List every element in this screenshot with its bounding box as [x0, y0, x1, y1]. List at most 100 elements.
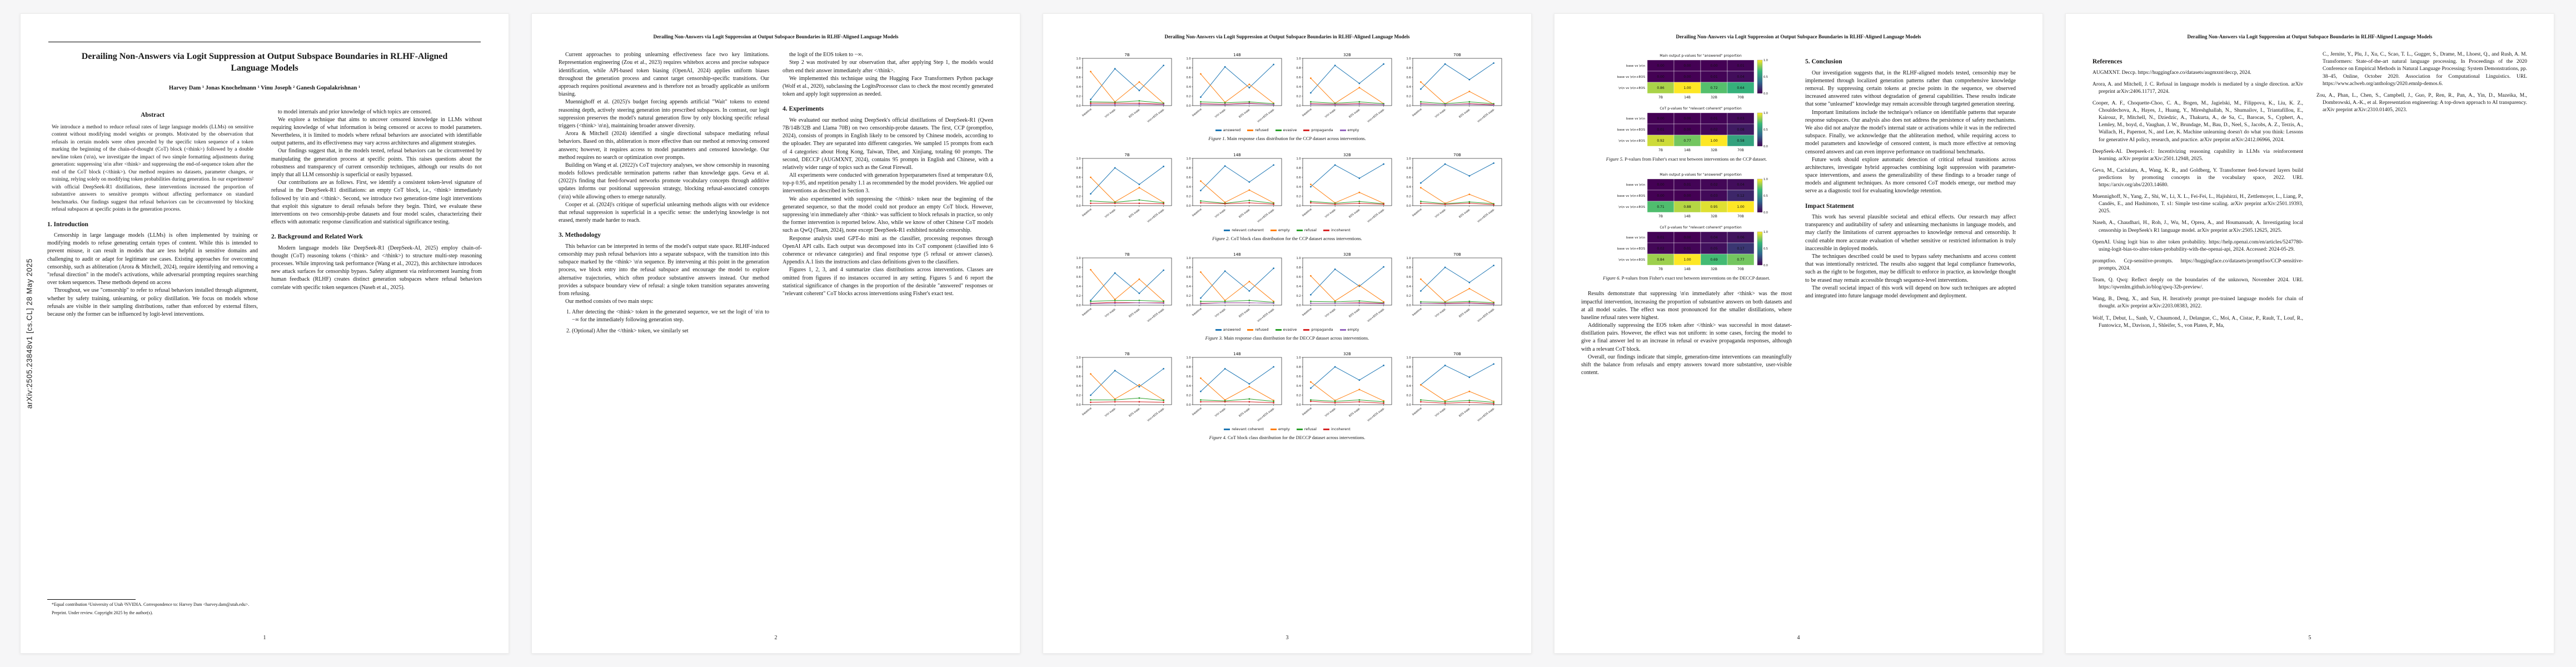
svg-text:\n\n+EOS supp.: \n\n+EOS supp.	[1147, 307, 1165, 323]
svg-text:0.0: 0.0	[1187, 104, 1191, 108]
svg-text:baseline: baseline	[1302, 407, 1313, 416]
paragraph: Our contributions are as follows. First,…	[271, 180, 482, 226]
svg-text:\n\n+EOS supp.: \n\n+EOS supp.	[1367, 108, 1386, 123]
svg-text:CoT p-values for "relevant coh: CoT p-values for "relevant coherent" pro…	[1660, 107, 1741, 111]
svg-text:0.58: 0.58	[1737, 139, 1745, 143]
svg-text:baseline: baseline	[1192, 407, 1203, 416]
svg-text:0.00: 0.00	[1657, 183, 1665, 187]
figure-6: Main output p-values for "answered" prop…	[1581, 171, 1792, 281]
paragraph: Our method consists of two main steps:	[565, 298, 654, 305]
svg-text:0.5: 0.5	[1763, 128, 1768, 132]
page4-right-column: 5. Conclusion Our investigation suggests…	[1805, 51, 2016, 377]
footnotes: *Equal contribution ¹University of Utah …	[47, 599, 258, 619]
svg-text:0.6: 0.6	[1077, 76, 1081, 79]
page-number: 2	[774, 634, 778, 641]
chart-panel-70B: 70B 0.0 0.2 0.4 0.6 0.8 1.0 baseline \n\n supp. E…	[1407, 252, 1502, 323]
chart-panel-32B: 32B 0.0 0.2 0.4 0.6 0.8 1.0 baseline \n\n supp. E…	[1297, 153, 1392, 223]
paragraph: The overall societal impact of this work…	[1805, 285, 2016, 299]
footnote-rule	[47, 599, 136, 600]
legend-item: refused	[1247, 128, 1269, 133]
chart-panel-32B: 32B 0.0 0.2 0.4 0.6 0.8 1.0 baseline \n\n supp. E…	[1297, 252, 1392, 323]
svg-text:EOS supp.: EOS supp.	[1348, 307, 1361, 318]
legend-item: answered	[1215, 327, 1240, 332]
svg-text:base vs \n\n: base vs \n\n	[1626, 183, 1645, 187]
page-number: 5	[2308, 634, 2311, 641]
legend-swatch	[1215, 328, 1222, 331]
svg-text:0.01: 0.01	[1710, 117, 1718, 121]
legend-swatch	[1275, 328, 1282, 331]
reference-entry: Wolf, T., Debut, L., Sanh, V., Chaumond,…	[2092, 315, 2303, 328]
figure-4-legend: relevant coherent empty refusal incoherent	[1070, 427, 1504, 432]
svg-text:0.2: 0.2	[1187, 295, 1191, 298]
svg-text:0.2: 0.2	[1077, 295, 1081, 298]
svg-text:0.92: 0.92	[1657, 139, 1665, 143]
svg-text:0.2: 0.2	[1407, 195, 1411, 198]
svg-text:0.8: 0.8	[1187, 166, 1191, 170]
svg-text:base vs \n\n+EOS: base vs \n\n+EOS	[1617, 247, 1646, 251]
svg-text:0.72: 0.72	[1710, 86, 1718, 90]
svg-text:\n\n supp.: \n\n supp.	[1434, 108, 1447, 119]
paragraph: Building on Wang et al. (2022)'s CoT tra…	[559, 162, 769, 200]
chart-panel-70B: 70B 0.0 0.2 0.4 0.6 0.8 1.0 baseline \n\n supp. E…	[1407, 153, 1502, 223]
section-heading-conclusion: 5. Conclusion	[1805, 58, 1842, 66]
figure-1-panels: 7B 0.0 0.2 0.4 0.6 0.8 1.0 baseline \n\n supp. EO…	[1070, 51, 1504, 127]
svg-text:\n\n supp.: \n\n supp.	[1104, 407, 1117, 418]
svg-text:0.8: 0.8	[1407, 67, 1411, 70]
svg-text:0.4: 0.4	[1407, 285, 1411, 288]
svg-text:\n\n+EOS supp.: \n\n+EOS supp.	[1147, 407, 1165, 422]
svg-text:0.00: 0.00	[1657, 117, 1665, 121]
svg-text:0.0: 0.0	[1187, 404, 1191, 407]
page5-left-column: References AUGMXNT. Deccp. https://huggi…	[2092, 51, 2303, 334]
svg-text:0.8: 0.8	[1407, 166, 1411, 170]
svg-text:0.0: 0.0	[1763, 264, 1768, 267]
svg-text:\n\n+EOS supp.: \n\n+EOS supp.	[1257, 207, 1275, 223]
running-header: Derailing Non-Answers via Logit Suppress…	[1676, 34, 1921, 39]
legend-swatch	[1270, 429, 1277, 431]
svg-text:\n\n+EOS supp.: \n\n+EOS supp.	[1477, 207, 1496, 223]
reference-entry: Geva, M., Caciularu, A., Wang, K. R., an…	[2092, 167, 2303, 188]
svg-text:Main output p-values for "answ: Main output p-values for "answered" prop…	[1660, 173, 1742, 177]
results-paragraphs: Results demonstrate that suppressing \n\…	[1581, 290, 1792, 377]
paragraph: Response analysis used GPT-4o mini as th…	[783, 235, 993, 266]
svg-text:0.0: 0.0	[1077, 404, 1081, 407]
experiments-paragraphs: We evaluated our method using DeepSeek's…	[783, 117, 993, 298]
svg-text:0.2: 0.2	[1297, 394, 1301, 397]
svg-text:0.6: 0.6	[1407, 276, 1411, 279]
paragraph: All experiments were conducted with gene…	[783, 172, 993, 195]
page-1: arXiv:2505.23848v1 [cs.CL] 28 May 2025 D…	[20, 13, 509, 654]
legend-item: refusal	[1296, 427, 1317, 432]
svg-text:0.6: 0.6	[1297, 375, 1301, 379]
svg-text:0.2: 0.2	[1407, 394, 1411, 397]
paragraph: Throughout, we use "censorship" to refer…	[47, 287, 258, 317]
running-header: Derailing Non-Answers via Logit Suppress…	[1164, 34, 1410, 39]
methodology-continued: the logit of the EOS token to −∞. Step 2 …	[783, 51, 993, 98]
svg-text:0.02: 0.02	[1657, 247, 1665, 251]
svg-text:0.4: 0.4	[1077, 185, 1081, 188]
svg-text:0.4: 0.4	[1187, 385, 1191, 388]
svg-text:0.77: 0.77	[1683, 139, 1691, 143]
figure-4-caption-text: CoT block class distribution for the DEC…	[1228, 435, 1366, 441]
svg-text:0.0: 0.0	[1297, 104, 1301, 108]
paragraph: This behavior can be interpreted in term…	[559, 243, 769, 297]
svg-text:70B: 70B	[1737, 96, 1744, 99]
legend-item: empty	[1270, 427, 1290, 432]
svg-text:1.0: 1.0	[1407, 257, 1411, 260]
section-heading-references: References	[2092, 58, 2122, 66]
methodology-paragraphs: This behavior can be interpreted in term…	[559, 243, 769, 306]
svg-text:0.01: 0.01	[1683, 183, 1691, 187]
svg-text:0.8: 0.8	[1407, 266, 1411, 270]
svg-text:\n\n+EOS supp.: \n\n+EOS supp.	[1257, 407, 1275, 422]
paragraph: Arora & Mitchell (2024) identified a sin…	[559, 131, 769, 161]
svg-text:0.4: 0.4	[1297, 185, 1301, 188]
svg-text:70B: 70B	[1453, 352, 1461, 356]
svg-text:0.03: 0.03	[1737, 117, 1745, 121]
svg-text:0.84: 0.84	[1657, 258, 1665, 262]
figure-3-caption-text: Main response class distribution for the…	[1224, 335, 1369, 341]
running-header: Derailing Non-Answers via Logit Suppress…	[653, 34, 899, 39]
svg-text:0.95: 0.95	[1710, 205, 1718, 209]
running-header: Derailing Non-Answers via Logit Suppress…	[2187, 34, 2433, 39]
paragraph: Figures 1, 2, 3, and 4 summarize class d…	[783, 267, 993, 297]
paragraph: Step 2 was motivated by our observation …	[783, 59, 993, 74]
svg-text:\n\n supp.: \n\n supp.	[1434, 307, 1447, 318]
svg-text:\n\n vs \n\n+EOS: \n\n vs \n\n+EOS	[1618, 87, 1645, 90]
